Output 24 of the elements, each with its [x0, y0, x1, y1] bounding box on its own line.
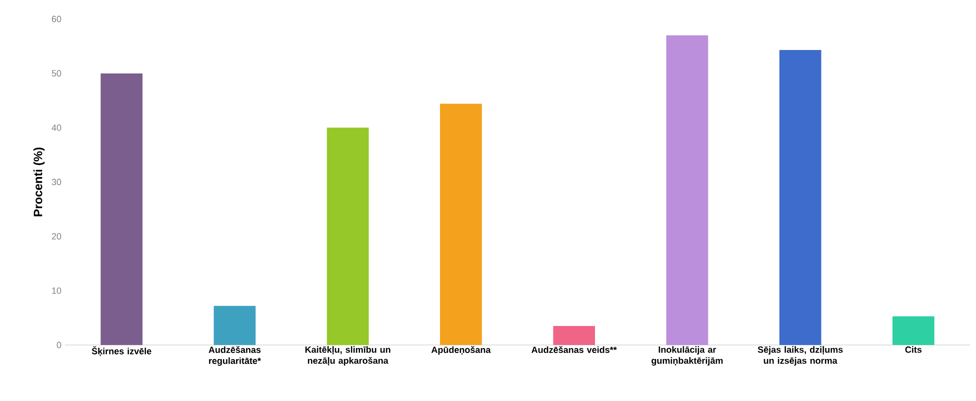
x-tick-label: Apūdeņošana: [431, 346, 491, 355]
bar: [553, 326, 595, 345]
bar: [779, 50, 822, 345]
x-tick-label: Kaitēkļu, slimību un nezāļu apkarošana: [305, 346, 390, 366]
bar: [440, 104, 482, 345]
y-tick-label: 20: [52, 233, 62, 240]
x-tick-label: Cits: [905, 346, 922, 353]
y-tick-label: 60: [52, 16, 62, 22]
y-tick-label: 40: [52, 124, 62, 131]
bar: [100, 73, 143, 345]
x-tick-label: Audzēšanas regularitāte*: [208, 346, 261, 366]
y-tick-label: 30: [52, 178, 62, 186]
x-tick-label: Sējas laiks, dziļums un izsējas norma: [758, 346, 843, 366]
x-tick-label: Inokulācija ar gumiņbaktērijām: [652, 346, 723, 366]
bar: [326, 128, 369, 345]
bar: [214, 306, 256, 345]
bar: [666, 35, 708, 345]
x-tick-label: Audzēšanas veids**: [532, 346, 617, 353]
y-tick-label: 50: [52, 70, 62, 77]
bar: [892, 316, 934, 345]
y-axis-title: Procenti (%): [33, 148, 45, 216]
y-tick-label: 0: [56, 342, 62, 348]
y-tick-label: 10: [52, 287, 62, 294]
x-tick-label: Šķirnes izvēle: [92, 346, 152, 356]
